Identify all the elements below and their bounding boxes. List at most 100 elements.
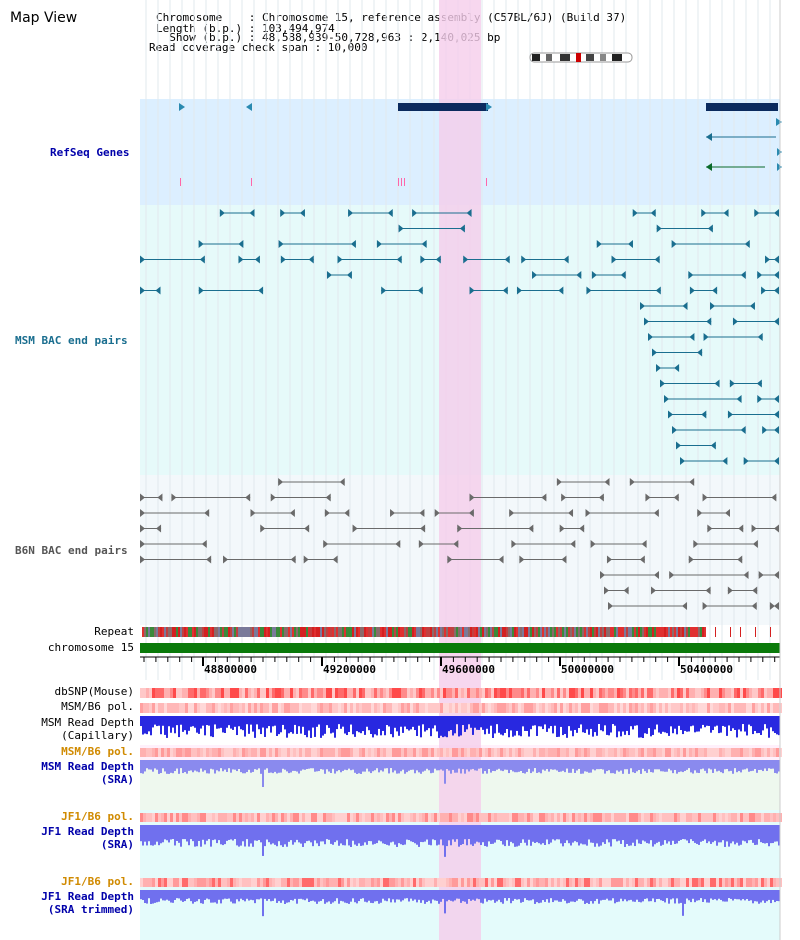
depth-bar — [422, 760, 424, 772]
depth-bar — [370, 825, 372, 842]
depth-bar — [450, 716, 452, 730]
heatmap-cell — [629, 688, 632, 698]
depth-bar — [186, 760, 188, 774]
depth-bar — [392, 825, 394, 842]
depth-bar — [742, 890, 744, 900]
repeat-block — [664, 627, 666, 637]
bac-end-marker — [417, 286, 423, 295]
heatmap-cell — [518, 688, 521, 698]
heatmap-cell — [596, 748, 599, 757]
repeat-block — [306, 627, 308, 637]
gene-marker — [706, 163, 712, 171]
heatmap-cell — [242, 878, 245, 887]
heatmap-cell — [539, 748, 542, 757]
depth-bar — [290, 890, 292, 901]
depth-bar — [328, 890, 330, 902]
depth-bar — [514, 760, 516, 773]
repeat-block — [264, 627, 266, 637]
depth-bar — [378, 716, 380, 729]
depth-bar — [558, 716, 560, 737]
depth-bar — [364, 716, 366, 735]
heatmap-cell — [434, 703, 437, 713]
heatmap-cell — [464, 813, 467, 822]
repeat-block — [594, 627, 596, 637]
heatmap-cell — [350, 748, 353, 757]
heatmap-cell — [710, 748, 713, 757]
depth-bar — [718, 716, 720, 734]
heatmap-cell — [170, 878, 173, 887]
depth-bar — [696, 716, 698, 732]
heatmap-cell — [170, 748, 173, 757]
heatmap-cell — [743, 703, 746, 713]
depth-bar — [754, 890, 756, 902]
depth-bar — [166, 825, 168, 841]
depth-bar — [326, 716, 328, 726]
depth-bar — [354, 825, 356, 845]
heatmap-cell — [662, 688, 665, 698]
heatmap-cell — [329, 703, 332, 713]
depth-bar — [290, 760, 292, 773]
depth-bar — [558, 825, 560, 840]
heatmap-cell — [527, 703, 530, 713]
heatmap-cell — [326, 878, 329, 887]
bac-end-marker — [395, 540, 401, 548]
repeat-block — [260, 627, 262, 637]
depth-bar — [606, 890, 608, 899]
heatmap-cell — [599, 748, 602, 757]
depth-bar — [640, 760, 642, 774]
bac-end-marker — [682, 302, 688, 310]
repeat-block — [472, 627, 474, 637]
heatmap-cell — [731, 703, 734, 713]
repeat-block — [502, 627, 504, 637]
heatmap-cell — [158, 748, 161, 757]
depth-bar — [764, 890, 766, 903]
depth-bar — [508, 716, 510, 738]
depth-bar — [220, 716, 222, 728]
repeat-block — [660, 627, 662, 637]
depth-bar — [208, 890, 210, 900]
depth-bar — [536, 716, 538, 736]
heatmap-cell — [773, 748, 776, 757]
msm-bac-track-label[interactable]: MSM BAC end pairs — [15, 334, 128, 347]
heatmap-cell — [575, 878, 578, 887]
repeat-block — [704, 627, 706, 637]
heatmap-cell — [293, 688, 296, 698]
depth-bar — [228, 716, 230, 726]
depth-bar — [738, 716, 740, 730]
repeat-block — [490, 627, 492, 637]
depth-bar — [642, 890, 644, 902]
depth-bar — [144, 890, 146, 903]
repeat-block — [588, 627, 590, 637]
b6n-bac-track-label[interactable]: B6N BAC end pairs — [15, 544, 128, 557]
depth-bar — [364, 760, 366, 772]
depth-bar — [608, 760, 610, 771]
depth-bar — [222, 825, 224, 846]
depth-bar — [704, 890, 706, 900]
repeat-block — [492, 627, 494, 637]
depth-bar — [664, 890, 666, 903]
refseq-track-label[interactable]: RefSeq Genes — [50, 146, 130, 159]
depth-bar — [182, 825, 184, 840]
depth-bar — [778, 825, 780, 846]
heatmap-cell — [590, 878, 593, 887]
depth-bar — [144, 760, 146, 772]
heatmap-cell — [626, 703, 629, 713]
bac-end-marker — [521, 255, 527, 264]
bac-end-marker — [278, 240, 284, 248]
depth-bar — [570, 760, 572, 773]
heatmap-cell — [488, 878, 491, 887]
depth-bar — [560, 760, 562, 772]
depth-bar — [474, 890, 476, 901]
bac-end-marker — [710, 302, 716, 310]
heatmap-cell — [575, 748, 578, 757]
heatmap-cell — [764, 878, 767, 887]
heatmap-cell — [185, 878, 188, 887]
repeat-block — [258, 627, 260, 637]
repeat-block — [532, 627, 534, 637]
heatmap-cell — [257, 878, 260, 887]
heatmap-cell — [728, 813, 731, 822]
depth-bar — [476, 825, 478, 842]
bac-end-marker — [258, 286, 264, 295]
heatmap-cell — [179, 688, 182, 698]
